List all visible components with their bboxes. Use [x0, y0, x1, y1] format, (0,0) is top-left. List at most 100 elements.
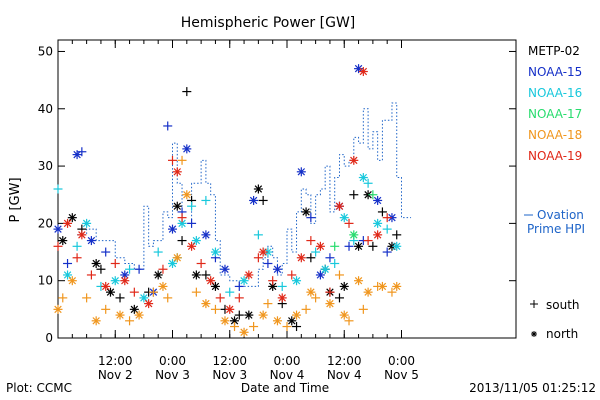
- north-point: [320, 264, 330, 274]
- x-axis-label: Date and Time: [241, 381, 329, 395]
- north-point: [253, 184, 263, 194]
- legend-entry: NOAA-15: [528, 65, 582, 79]
- north-point: [258, 247, 268, 257]
- south-point: [325, 253, 335, 263]
- north-point: [272, 264, 282, 274]
- north-point: [182, 144, 192, 154]
- south-point: [201, 195, 211, 205]
- north-point: [358, 173, 368, 183]
- south-point: [125, 264, 135, 274]
- north-point: [101, 281, 111, 291]
- north-point: [220, 264, 230, 274]
- south-point: [129, 287, 139, 297]
- north-point: [144, 299, 154, 309]
- ovation-legend: Ovation Prime HPI: [524, 208, 585, 236]
- y-tick-label: 30: [38, 159, 53, 173]
- south-point: [77, 147, 87, 157]
- south-point: [58, 293, 68, 303]
- north-point: [177, 218, 187, 228]
- north-point: [91, 259, 101, 268]
- south-point: [306, 236, 316, 246]
- south-point: [86, 270, 96, 280]
- legend-entry: METP-02: [528, 44, 580, 58]
- north-point: [301, 207, 311, 217]
- x-tick-time-label: 0:00: [159, 354, 186, 368]
- north-point: [120, 270, 130, 280]
- south-point: [196, 259, 206, 268]
- south-point: [230, 322, 240, 332]
- north-point: [110, 276, 120, 286]
- ovation-hpi-line: [77, 102, 412, 287]
- y-tick-label: 40: [38, 102, 53, 116]
- north-point: [339, 281, 349, 291]
- north-point: [363, 287, 373, 297]
- north-point: [153, 270, 163, 280]
- south-point: [382, 247, 392, 257]
- south-point: [101, 247, 111, 257]
- north-point: [191, 270, 201, 280]
- south-point: [253, 230, 263, 240]
- north-point: [287, 316, 297, 326]
- north-point: [191, 236, 201, 246]
- data-points: [53, 64, 402, 337]
- south-point: [234, 310, 244, 320]
- south-point: [234, 293, 244, 303]
- south-point: [82, 293, 92, 303]
- south-point: [125, 316, 135, 326]
- south-point: [153, 247, 163, 257]
- north-point: [172, 253, 182, 263]
- north-point: [82, 218, 92, 228]
- x-tick-time-label: 12:00: [327, 354, 362, 368]
- south-point: [363, 178, 373, 188]
- south-point: [258, 195, 268, 205]
- north-point: [158, 281, 168, 291]
- south-point: [182, 87, 192, 97]
- y-axis-label: P [GW]: [8, 177, 23, 222]
- south-point: [53, 184, 63, 194]
- marker-legend: south north: [530, 298, 580, 341]
- south-point: [330, 241, 340, 251]
- marker-legend-label: south: [546, 298, 580, 312]
- north-point: [67, 276, 77, 286]
- south-point: [158, 264, 168, 274]
- north-point: [239, 276, 249, 286]
- chart-title: Hemispheric Power [GW]: [181, 15, 356, 31]
- north-point: [292, 310, 302, 320]
- y-tick-label: 0: [45, 331, 53, 345]
- north-point: [139, 293, 149, 303]
- north-point: [244, 310, 254, 320]
- south-point: [387, 287, 397, 297]
- north-point: [168, 224, 177, 234]
- north-point: [225, 304, 235, 314]
- south-point: [392, 230, 402, 240]
- north-point: [258, 310, 268, 320]
- north-point: [296, 253, 306, 263]
- north-point: [201, 299, 211, 309]
- south-point: [287, 270, 297, 280]
- south-point: [110, 259, 120, 268]
- south-point: [277, 281, 287, 291]
- south-point: [325, 287, 335, 297]
- south-point: [191, 287, 201, 297]
- south-point: [344, 316, 354, 326]
- south-point: [334, 270, 344, 280]
- south-point: [263, 299, 273, 309]
- north-point: [244, 270, 254, 280]
- north-point: [72, 150, 82, 160]
- north-point: [115, 310, 125, 320]
- north-point: [292, 276, 302, 286]
- south-point: [187, 218, 197, 228]
- x-tick-time-label: 0:00: [388, 354, 415, 368]
- svg-text:P [GW]: P [GW]: [8, 177, 23, 222]
- south-point: [148, 287, 158, 297]
- south-point: [268, 276, 278, 286]
- south-point: [177, 236, 187, 246]
- south-point: [72, 253, 82, 263]
- south-point: [101, 304, 111, 314]
- north-point: [315, 270, 325, 280]
- x-tick-date-label: Nov 3: [212, 368, 247, 382]
- north-point: [349, 155, 359, 165]
- south-point: [358, 304, 368, 314]
- north-point: [105, 287, 115, 297]
